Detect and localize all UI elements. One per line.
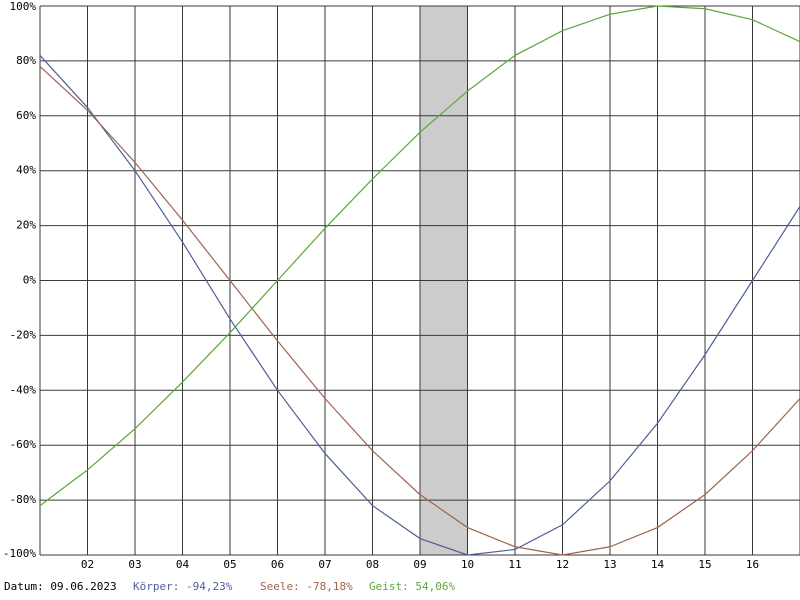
x-tick-label: 12 xyxy=(556,558,569,571)
x-tick-label: 13 xyxy=(603,558,616,571)
y-tick-label: 20% xyxy=(16,219,36,232)
y-tick-label: -80% xyxy=(10,493,37,506)
y-tick-label: -40% xyxy=(10,383,37,396)
series-line xyxy=(39,65,800,556)
x-tick-label: 09 xyxy=(413,558,426,571)
x-tick-label: 15 xyxy=(698,558,711,571)
x-tick-label: 08 xyxy=(366,558,379,571)
x-tick-label: 02 xyxy=(81,558,94,571)
x-tick-label: 06 xyxy=(271,558,284,571)
x-tick-label: 03 xyxy=(128,558,141,571)
footer-geist: Geist: 54,06% xyxy=(369,580,455,593)
y-tick-label: 40% xyxy=(16,164,36,177)
footer-koerper: Körper: -94,23% xyxy=(133,580,233,593)
y-tick-label: -20% xyxy=(10,328,37,341)
y-tick-label: 80% xyxy=(16,54,36,67)
y-tick-label: 60% xyxy=(16,109,36,122)
x-tick-label: 14 xyxy=(651,558,665,571)
x-tick-label: 16 xyxy=(746,558,759,571)
footer-date: Datum: 09.06.2023 xyxy=(4,580,117,593)
series-line xyxy=(39,5,800,507)
y-tick-label: 0% xyxy=(23,274,37,287)
y-tick-label: 100% xyxy=(10,0,37,13)
y-tick-label: -60% xyxy=(10,438,37,451)
x-tick-label: 10 xyxy=(461,558,474,571)
x-tick-label: 04 xyxy=(176,558,190,571)
x-tick-label: 07 xyxy=(318,558,331,571)
footer-seele: Seele: -78,18% xyxy=(260,580,353,593)
series-line xyxy=(39,55,800,556)
x-tick-label: 05 xyxy=(223,558,236,571)
y-tick-label: -100% xyxy=(3,547,36,560)
x-tick-label: 11 xyxy=(508,558,521,571)
